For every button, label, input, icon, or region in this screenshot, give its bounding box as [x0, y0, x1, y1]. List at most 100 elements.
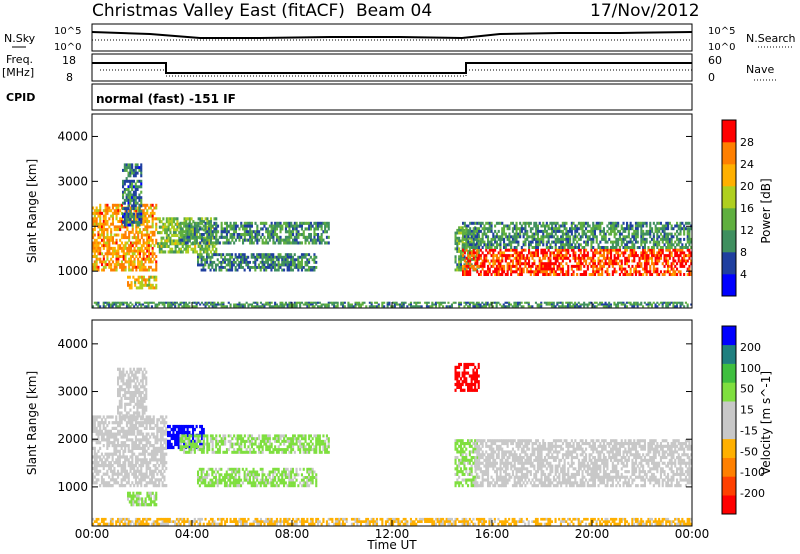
- power-cell-9: [469, 221, 472, 225]
- power-cell-0: [129, 255, 132, 258]
- power-cell-0: [113, 268, 116, 272]
- power-cell-3: [300, 224, 303, 228]
- power-cell-2: [129, 218, 132, 222]
- power-cell-0: [92, 268, 95, 272]
- power-cell-3: [324, 230, 327, 234]
- power-cell-8: [613, 270, 616, 274]
- power-cell-5: [141, 278, 144, 282]
- power-cell-8: [574, 256, 577, 260]
- power-cell-0: [101, 244, 104, 248]
- power-cell-9: [519, 232, 522, 236]
- power-cell-0: [111, 220, 114, 223]
- power-cell-7: [477, 242, 480, 245]
- power-cell-6: [606, 305, 609, 308]
- power-cell-2: [122, 201, 125, 205]
- power-cell-8: [519, 267, 522, 271]
- velocity-cell-0: [122, 478, 125, 482]
- power-cell-0: [135, 244, 138, 248]
- power-cell-9: [597, 246, 600, 249]
- power-cell-0: [153, 257, 156, 261]
- power-cell-6: [352, 305, 355, 308]
- power-cell-8: [508, 262, 511, 266]
- power-cell-6: [174, 305, 177, 308]
- velocity-cell-0: [161, 455, 164, 459]
- power-cell-3: [290, 221, 293, 225]
- power-cell-4: [290, 258, 293, 262]
- power-cell-9: [479, 221, 482, 225]
- power-cell-3: [258, 230, 261, 234]
- power-cell-8: [503, 270, 506, 274]
- power-cell-4: [214, 263, 217, 267]
- power-cell-1: [194, 247, 197, 251]
- velocity-cell-0: [152, 426, 155, 430]
- power-cell-8: [597, 267, 600, 271]
- power-cell-8: [581, 262, 584, 266]
- power-cell-1: [199, 220, 202, 224]
- power-cell-9: [640, 224, 643, 228]
- power-cell-3: [258, 233, 261, 237]
- power-cell-0: [117, 220, 120, 223]
- power-cell-0: [151, 230, 154, 234]
- power-cell-0: [104, 206, 107, 210]
- power-cell-4: [290, 266, 293, 269]
- power-cell-0: [104, 203, 107, 207]
- power-cell-9: [563, 246, 566, 249]
- power-cell-4: [288, 255, 291, 259]
- velocity-cell-0: [117, 449, 120, 453]
- power-cell-7: [477, 239, 480, 243]
- power-cell-0: [108, 244, 111, 248]
- power-cell-5: [148, 283, 151, 287]
- power-cell-9: [633, 246, 636, 249]
- power-cell-3: [193, 227, 196, 231]
- power-cell-9: [538, 237, 541, 241]
- power-cell-4: [263, 260, 266, 264]
- power-cell-4: [207, 253, 210, 257]
- power-cell-6: [118, 303, 121, 306]
- power-cell-3: [200, 238, 203, 242]
- power-cell-9: [549, 235, 552, 239]
- power-cell-8: [574, 264, 577, 268]
- power-cell-6: [468, 303, 471, 306]
- power-cell-0: [128, 257, 131, 261]
- velocity-cell-0: [102, 424, 105, 428]
- power-cell-8: [688, 270, 691, 274]
- velocity-cell-0: [92, 418, 95, 422]
- power-cell-9: [617, 229, 620, 233]
- power-cell-2: [123, 220, 126, 224]
- power-cell-4: [227, 260, 230, 264]
- power-cell-3: [225, 235, 228, 239]
- power-cell-6: [443, 301, 446, 304]
- velocity-cell-0: [127, 429, 130, 433]
- power-cell-6: [327, 305, 330, 308]
- power-cell-8: [497, 259, 500, 263]
- power-cell-4: [281, 255, 284, 259]
- power-cell-8: [665, 259, 668, 263]
- power-cell-3: [190, 233, 193, 237]
- power-cell-6: [459, 301, 462, 304]
- power-cell-1: [206, 247, 209, 251]
- power-cell-8: [508, 264, 511, 268]
- power-cell-0: [119, 255, 122, 258]
- power-cell-6: [361, 303, 364, 306]
- power-cell-4: [290, 255, 293, 259]
- power-cell-0: [128, 246, 131, 250]
- power-cell-6: [674, 305, 677, 308]
- velocity-cell-0: [152, 432, 155, 436]
- power-cell-2: [127, 204, 130, 208]
- velocity-cell-0: [92, 455, 95, 459]
- power-cell-3: [193, 238, 196, 242]
- velocity-cell-0: [143, 478, 146, 482]
- power-cell-8: [513, 248, 516, 252]
- power-cell-8: [606, 254, 609, 258]
- power-cell-6: [679, 303, 682, 306]
- power-cell-6: [386, 301, 389, 304]
- power-cell-3: [286, 235, 289, 239]
- power-cell-6: [654, 305, 657, 308]
- velocity-cell-0: [134, 446, 137, 450]
- power-cell-9: [592, 240, 595, 244]
- power-cell-3: [275, 235, 278, 239]
- power-cell-0: [108, 225, 111, 229]
- power-cell-8: [608, 248, 611, 252]
- power-cell-3: [224, 241, 227, 245]
- power-cell-9: [463, 235, 466, 239]
